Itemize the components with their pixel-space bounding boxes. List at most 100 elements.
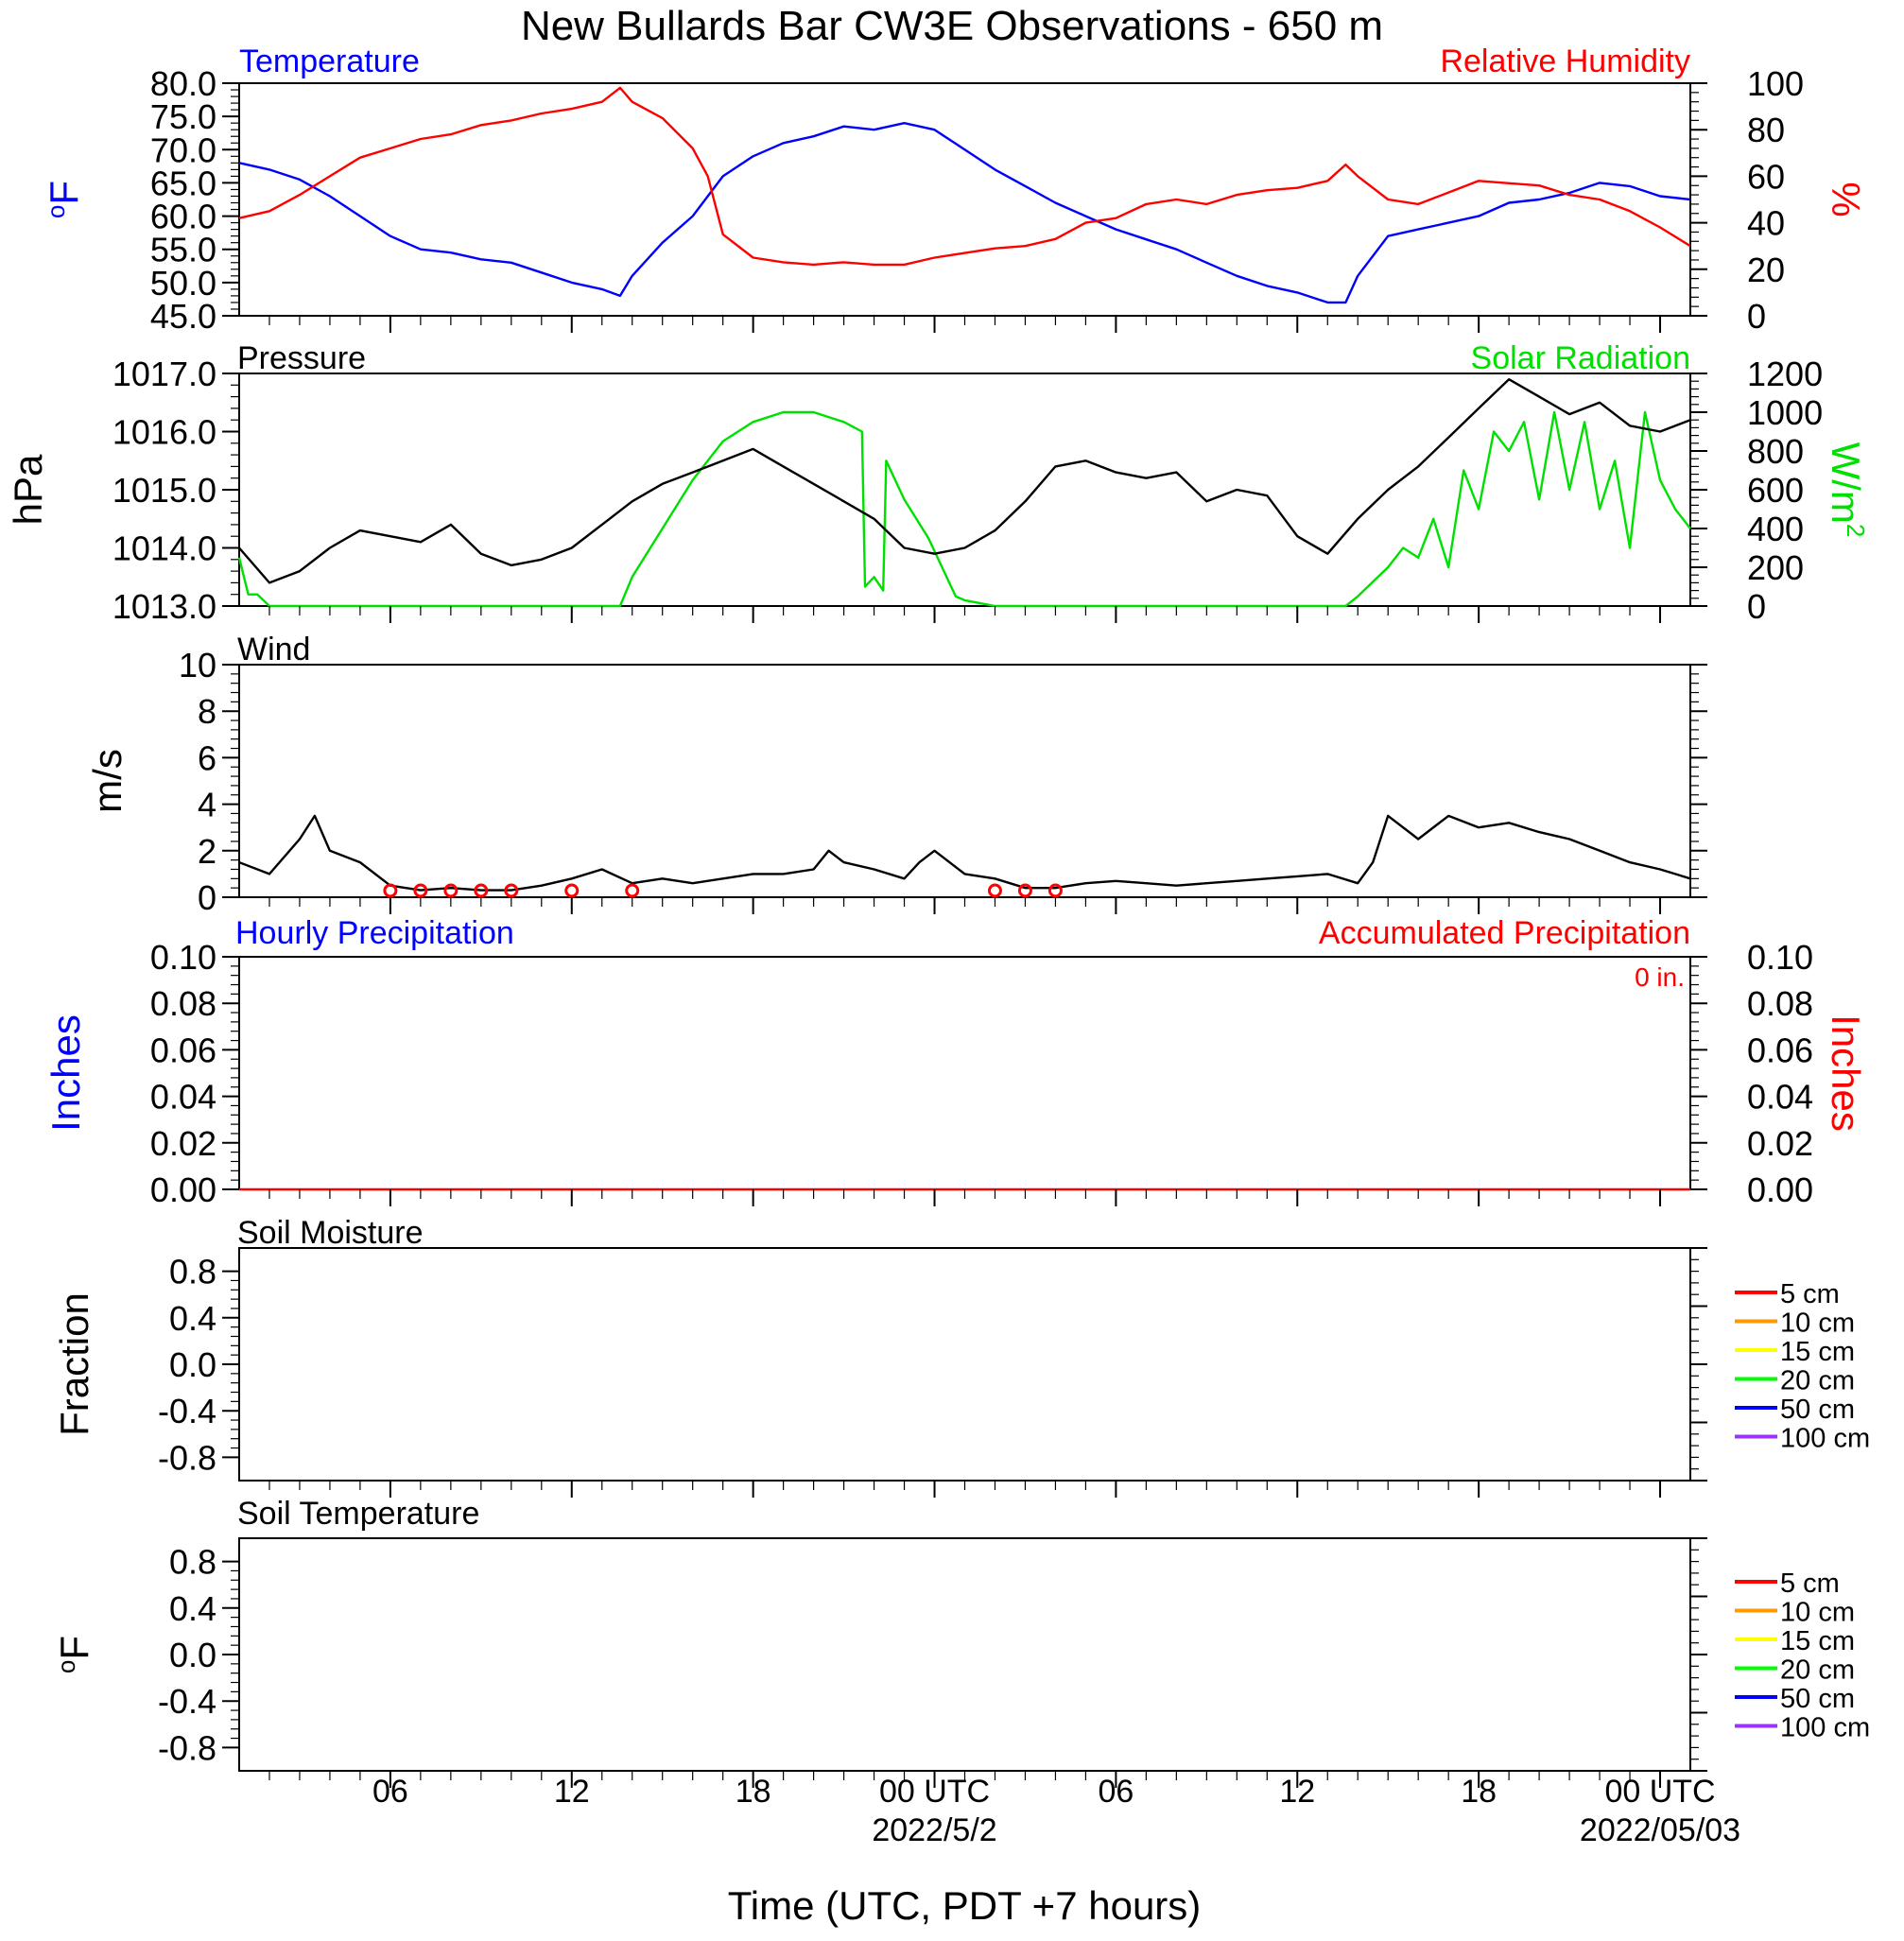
- y-tick-label: 0: [1747, 587, 1766, 626]
- y-tick-label: 0.0: [169, 1636, 216, 1674]
- panel-frame: [238, 664, 1691, 898]
- y-tick-label: 10: [179, 646, 216, 685]
- temperature-unit: oF: [42, 181, 86, 218]
- wind-speed-line: [238, 814, 1691, 892]
- humidity-line: [238, 86, 1691, 267]
- y-tick-label: 0.4: [169, 1299, 216, 1338]
- x-tick-label: 18: [736, 1774, 771, 1810]
- y-tick-label: -0.8: [158, 1728, 216, 1767]
- y-tick-label: 0.06: [1747, 1031, 1813, 1069]
- calm-wind-marker: [987, 883, 1002, 898]
- y-tick-label: 400: [1747, 510, 1804, 548]
- x-date-label: 2022/5/2: [872, 1812, 996, 1848]
- y-tick-label: 4: [198, 786, 216, 824]
- legend-label: 15 cm: [1780, 1626, 1855, 1656]
- calm-wind-marker: [564, 883, 580, 898]
- y-tick-label: 60: [1747, 157, 1785, 196]
- y-tick-label: 0.04: [1747, 1078, 1813, 1117]
- calm-wind-marker: [443, 883, 459, 898]
- panel-frame: [238, 956, 1691, 1190]
- panel-frame: [238, 82, 1691, 317]
- solar-unit-sup: 2: [1842, 524, 1870, 537]
- x-tick-label: 12: [1279, 1774, 1315, 1810]
- unit-letter: F: [52, 1636, 96, 1660]
- y-tick-label: 600: [1747, 471, 1804, 510]
- x-tick-label: 18: [1461, 1774, 1497, 1810]
- legend-label: 100 cm: [1780, 1424, 1870, 1454]
- y-tick-label: 50.0: [150, 264, 216, 303]
- x-tick-label: 06: [1098, 1774, 1134, 1810]
- wind-right-ticks: [1690, 664, 1707, 898]
- temperature-title: Temperature: [239, 43, 420, 79]
- y-tick-label: 0.02: [150, 1124, 216, 1163]
- x-tick-label: 00 UTC: [1604, 1774, 1715, 1810]
- soil-moisture-ticks: 0.8 0.4 0.0 -0.4 -0.8: [158, 1253, 239, 1477]
- calm-wind-marker: [1047, 883, 1063, 898]
- x-axis-label: Time (UTC, PDT +7 hours): [728, 1883, 1202, 1928]
- y-tick-label: -0.4: [158, 1682, 216, 1721]
- unit-letter: F: [42, 181, 86, 205]
- y-tick-label: 60.0: [150, 198, 216, 236]
- solar-unit-text: W/m: [1824, 442, 1868, 524]
- soil-temperature-ticks: 0.8 0.4 0.0 -0.4 -0.8: [158, 1543, 239, 1767]
- wind-title: Wind: [237, 632, 310, 667]
- accum-precip-ticks: 0.10 0.08 0.06 0.04 0.02 0.00: [1690, 938, 1813, 1209]
- series-area: [237, 378, 1691, 608]
- panel-pressure-solar: Pressure Solar Radiation hPa W/m2 1017.0…: [6, 340, 1870, 626]
- calm-wind-marker: [504, 883, 519, 898]
- y-tick-label: 55.0: [150, 231, 216, 269]
- y-tick-label: 0: [198, 878, 216, 917]
- y-tick-label: 100: [1747, 64, 1804, 103]
- y-tick-label: 75.0: [150, 97, 216, 136]
- y-tick-label: 0: [1747, 297, 1766, 336]
- y-tick-label: 0.4: [169, 1589, 216, 1628]
- x-tick-label: 12: [554, 1774, 590, 1810]
- y-tick-label: 0.8: [169, 1543, 216, 1582]
- legend-label: 10 cm: [1780, 1598, 1855, 1628]
- panel-frame: [238, 1537, 1691, 1772]
- legend-label: 5 cm: [1780, 1568, 1840, 1599]
- pressure-line: [238, 378, 1691, 584]
- y-tick-label: -0.4: [158, 1392, 216, 1430]
- y-tick-label: 0.8: [169, 1253, 216, 1291]
- pressure-unit: hPa: [6, 454, 50, 525]
- legend-label: 15 cm: [1780, 1337, 1855, 1367]
- calm-wind-marker: [413, 883, 428, 898]
- y-tick-label: 1015.0: [113, 471, 216, 510]
- soil-temperature-right-ticks: [1690, 1537, 1707, 1772]
- y-tick-label: 0.00: [1747, 1170, 1813, 1209]
- panel-soil-temperature: Soil Temperature oF 0.8 0.4 0.0 -0.4 -0.8 5 …: [52, 1496, 1870, 1772]
- y-tick-label: 80.0: [150, 64, 216, 103]
- calm-wind-marker: [383, 883, 398, 898]
- solar-unit: W/m2: [1824, 442, 1870, 538]
- y-tick-label: 0.00: [150, 1170, 216, 1209]
- hourly-precip-title: Hourly Precipitation: [235, 915, 514, 951]
- soil-temperature-title: Soil Temperature: [237, 1496, 479, 1532]
- legend-label: 20 cm: [1780, 1366, 1855, 1396]
- panel-precipitation: Hourly Precipitation Accumulated Precipi…: [43, 915, 1868, 1209]
- humidity-title: Relative Humidity: [1440, 43, 1690, 79]
- y-tick-label: 0.06: [150, 1031, 216, 1069]
- y-tick-label: 8: [198, 692, 216, 731]
- y-tick-label: 2: [198, 832, 216, 871]
- legend-label: 10 cm: [1780, 1308, 1855, 1339]
- y-tick-label: 0.10: [1747, 938, 1813, 977]
- accum-precip-title: Accumulated Precipitation: [1319, 915, 1690, 951]
- y-tick-label: 0.08: [150, 984, 216, 1023]
- y-tick-label: -0.8: [158, 1438, 216, 1477]
- temperature-line: [238, 121, 1691, 304]
- hourly-precip-unit: Inches: [43, 1014, 88, 1132]
- legend-label: 100 cm: [1780, 1713, 1870, 1743]
- panel-temperature-humidity: Temperature Relative Humidity oF % 80.07…: [42, 43, 1868, 336]
- legend-label: 5 cm: [1780, 1279, 1840, 1309]
- y-tick-label: 80: [1747, 111, 1785, 149]
- y-tick-label: 0.02: [1747, 1124, 1813, 1163]
- legend-label: 20 cm: [1780, 1655, 1855, 1686]
- panel-soil-moisture: Soil Moisture Fraction 0.8 0.4 0.0 -0.4 -0.8…: [52, 1215, 1870, 1482]
- solar-radiation-line: [237, 410, 1691, 608]
- accum-precip-note: 0 in.: [1635, 962, 1685, 992]
- y-tick-label: 40: [1747, 204, 1785, 243]
- y-tick-label: 1014.0: [113, 529, 216, 568]
